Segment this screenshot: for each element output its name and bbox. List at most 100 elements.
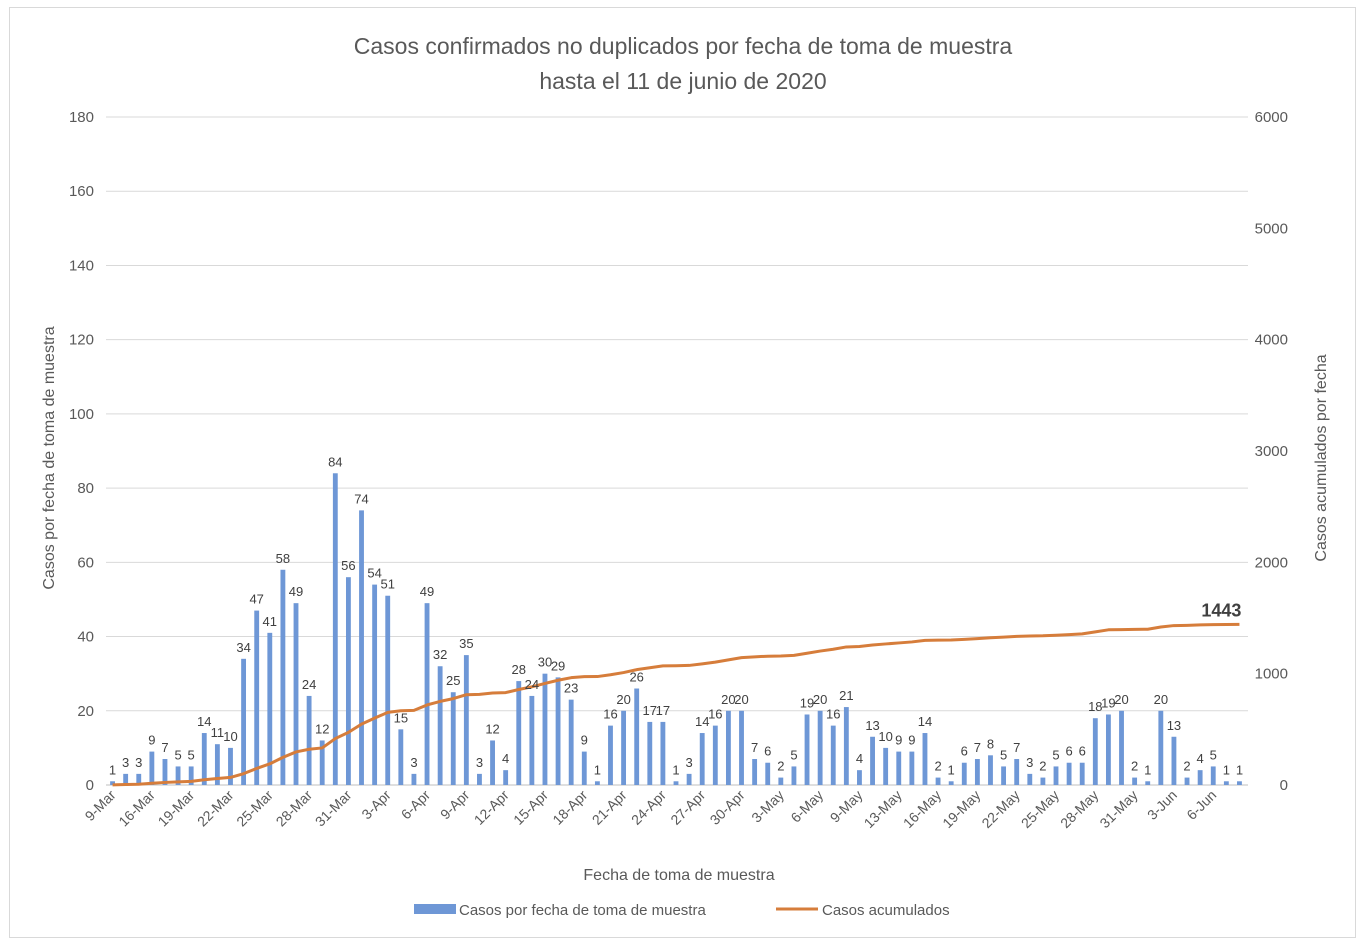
bar (1184, 777, 1190, 785)
bar-value-label: 74 (354, 491, 368, 506)
x-tick-label: 13-May (861, 787, 905, 831)
bar-value-label: 20 (734, 692, 748, 707)
bar-value-label: 7 (751, 740, 758, 755)
x-tick-label: 15-Apr (510, 787, 551, 828)
bar-value-label: 3 (476, 755, 483, 770)
bar-value-label: 16 (826, 707, 840, 722)
bar-value-label: 23 (564, 681, 578, 696)
bar (817, 710, 823, 785)
x-tick-label: 3-Jun (1144, 787, 1180, 823)
x-tick-label: 25-May (1018, 787, 1062, 831)
bar (516, 681, 522, 785)
bar (988, 755, 993, 785)
bar-value-label: 8 (987, 736, 994, 751)
bar (385, 595, 391, 785)
cumulative-line (112, 622, 1240, 787)
chart: Casos confirmados no duplicados por fech… (41, 33, 1330, 919)
bar (896, 751, 902, 785)
bar (450, 692, 456, 785)
bar-value-label: 4 (856, 751, 863, 766)
bar (1001, 766, 1007, 785)
bar-value-label: 19 (1101, 695, 1115, 710)
bar-value-label: 5 (1210, 747, 1217, 762)
y-axis-right-ticks: 0 1000 2000 3000 4000 5000 6000 (1255, 109, 1288, 794)
bar-value-label: 18 (1088, 699, 1102, 714)
bar (162, 759, 168, 785)
bar (804, 714, 810, 785)
bar-value-label: 12 (315, 721, 329, 736)
x-tick-label: 3-Apr (358, 787, 394, 823)
bar-value-label: 6 (1065, 744, 1072, 759)
bar-value-label: 13 (865, 718, 879, 733)
y-tick-left: 160 (69, 183, 94, 200)
bar-value-label: 9 (908, 733, 915, 748)
bar-value-label: 2 (1039, 759, 1046, 774)
bar (1171, 736, 1177, 785)
bar (490, 740, 495, 785)
bar (463, 655, 469, 785)
bar-value-label: 9 (581, 733, 588, 748)
bar-value-label: 10 (223, 729, 237, 744)
y-tick-left: 120 (69, 332, 94, 349)
bar (1092, 718, 1098, 785)
y-tick-right: 0 (1280, 777, 1288, 794)
bar (398, 729, 404, 785)
bar (673, 781, 679, 785)
bar-value-label: 47 (249, 592, 263, 607)
y-tick-left: 100 (69, 406, 94, 423)
bar-value-label: 19 (800, 695, 814, 710)
bar (1132, 777, 1138, 785)
bar (201, 733, 207, 785)
bar-value-label: 32 (433, 647, 447, 662)
y-axis-left-ticks: 0 20 40 60 80 100 120 140 160 180 (69, 109, 94, 794)
bar-value-label: 3 (1026, 755, 1033, 770)
bar (699, 733, 705, 785)
bar-value-label: 6 (961, 744, 968, 759)
bar (110, 781, 115, 785)
bar (345, 577, 351, 785)
bar-value-label: 3 (122, 755, 129, 770)
bar (424, 603, 430, 785)
bar-value-label: 1 (1236, 762, 1243, 777)
bar (621, 710, 627, 785)
bar (332, 473, 338, 785)
bar-value-label: 15 (394, 710, 408, 725)
bar (581, 751, 587, 785)
bar-value-label: 6 (764, 744, 771, 759)
y-tick-left: 180 (69, 109, 94, 126)
bar (254, 610, 260, 785)
bar-value-label: 17 (643, 703, 657, 718)
bar (1066, 762, 1072, 785)
bar-value-label: 14 (695, 714, 709, 729)
x-tick-label: 31-Mar (312, 787, 355, 830)
bar-value-label: 3 (410, 755, 417, 770)
bar-value-label: 4 (502, 751, 509, 766)
bar (149, 751, 155, 785)
bar-value-label: 1 (948, 762, 955, 777)
bar (830, 725, 836, 785)
bar (948, 781, 954, 785)
bar-value-label: 30 (538, 655, 552, 670)
bar (909, 751, 915, 785)
bar (1040, 777, 1046, 785)
bar (857, 770, 862, 785)
bar (725, 710, 731, 785)
bar (594, 781, 600, 785)
bar (319, 740, 325, 785)
bar (1223, 781, 1229, 785)
bar (1105, 714, 1111, 785)
bar-value-label: 11 (211, 725, 225, 740)
chart-frame: Casos confirmados no duplicados por fech… (9, 7, 1356, 938)
bar-series (110, 473, 1242, 785)
bar-value-label: 24 (525, 677, 539, 692)
bar-value-label: 13 (1167, 718, 1181, 733)
x-tick-label: 28-Mar (273, 787, 316, 830)
bar-value-label: 7 (1013, 740, 1020, 755)
bar-value-label: 14 (918, 714, 932, 729)
bar (411, 773, 417, 785)
bar (1079, 762, 1085, 785)
bar-value-label: 34 (236, 640, 250, 655)
bar-value-label: 4 (1197, 751, 1204, 766)
x-tick-label: 16-May (900, 787, 944, 831)
